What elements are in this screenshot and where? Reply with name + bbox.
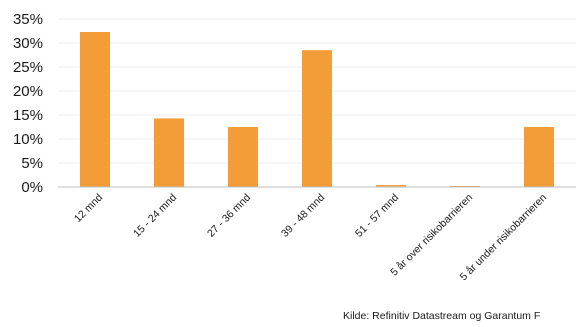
bar — [524, 127, 554, 187]
bar — [80, 32, 110, 187]
x-tick-label: 5 år over risikobarrieren — [388, 192, 475, 279]
y-tick-label: 10% — [13, 131, 43, 148]
y-axis-ticks: 0% 5% 10% 15% 20% 25% 30% 35% — [13, 11, 43, 196]
y-tick-label: 15% — [13, 107, 43, 124]
bar — [302, 50, 332, 188]
x-tick-label: 5 år under risikobarrieren — [458, 192, 550, 284]
bar — [376, 185, 406, 187]
x-tick-label: 27 - 36 mnd — [205, 192, 253, 240]
bars — [80, 32, 554, 188]
y-tick-label: 30% — [13, 35, 43, 52]
y-tick-label: 25% — [13, 59, 43, 76]
x-tick-label: 12 mnd — [72, 192, 105, 225]
x-tick-label: 15 - 24 mnd — [131, 192, 179, 240]
x-tick-label: 51 - 57 mnd — [353, 192, 401, 240]
bar — [154, 118, 184, 187]
source-note: Kilde: Refinitiv Datastream og Garantum … — [343, 310, 541, 322]
x-axis-labels: 12 mnd 15 - 24 mnd 27 - 36 mnd 39 - 48 mnd 5… — [72, 192, 549, 284]
y-tick-label: 20% — [13, 83, 43, 100]
bar — [228, 127, 258, 187]
x-tick-label: 39 - 48 mnd — [279, 192, 327, 240]
y-tick-label: 5% — [21, 155, 43, 172]
y-tick-label: 35% — [13, 11, 43, 28]
y-tick-label: 0% — [21, 179, 43, 196]
